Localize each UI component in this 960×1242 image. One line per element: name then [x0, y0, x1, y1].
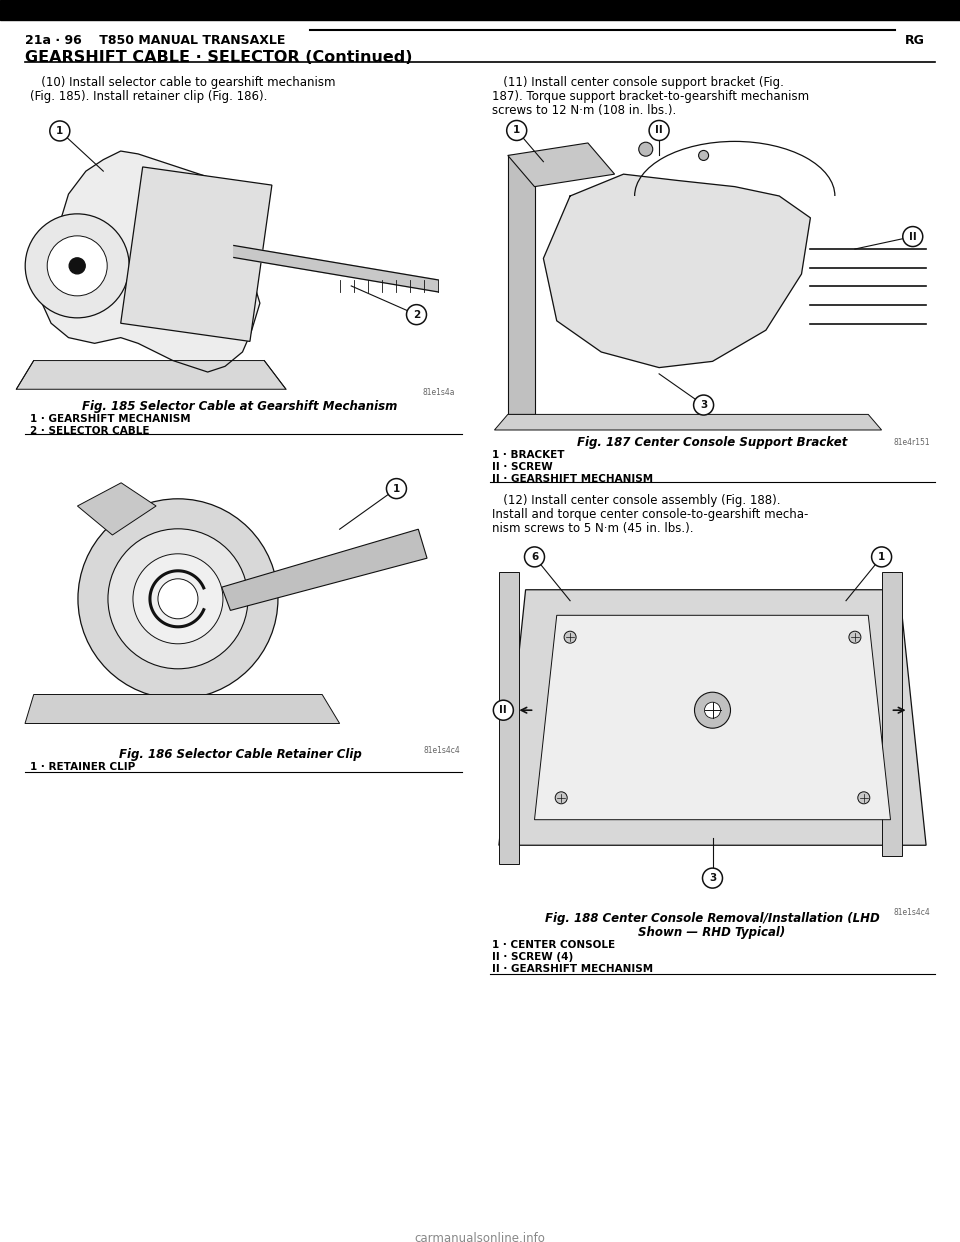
Text: Fig. 185 Selector Cable at Gearshift Mechanism: Fig. 185 Selector Cable at Gearshift Mec…: [83, 400, 397, 414]
Text: screws to 12 N·m (108 in. lbs.).: screws to 12 N·m (108 in. lbs.).: [492, 104, 676, 117]
Polygon shape: [16, 360, 286, 389]
Text: 3: 3: [700, 400, 708, 410]
Bar: [25, 448, 462, 738]
Text: 1: 1: [393, 483, 400, 493]
Text: (Fig. 185). Install retainer clip (Fig. 186).: (Fig. 185). Install retainer clip (Fig. …: [30, 89, 268, 103]
Circle shape: [649, 120, 669, 140]
Text: Fig. 188 Center Console Removal/Installation (LHD: Fig. 188 Center Console Removal/Installa…: [544, 912, 879, 925]
Text: 3: 3: [708, 873, 716, 883]
Circle shape: [493, 700, 514, 720]
Bar: [121, 166, 272, 342]
Polygon shape: [508, 143, 614, 186]
Bar: [490, 118, 935, 430]
Text: Shown — RHD Typical): Shown — RHD Typical): [638, 927, 785, 939]
Bar: [881, 571, 901, 856]
Bar: [490, 535, 935, 900]
Text: II: II: [499, 705, 507, 715]
Circle shape: [564, 631, 576, 643]
Bar: [25, 108, 460, 395]
Text: Fig. 186 Selector Cable Retainer Clip: Fig. 186 Selector Cable Retainer Clip: [119, 748, 361, 761]
Polygon shape: [543, 174, 810, 368]
Text: 2 · SELECTOR CABLE: 2 · SELECTOR CABLE: [30, 426, 150, 436]
Text: 1 · RETAINER CLIP: 1 · RETAINER CLIP: [30, 763, 135, 773]
Circle shape: [705, 702, 721, 718]
Text: II · SCREW (4): II · SCREW (4): [492, 953, 573, 963]
Polygon shape: [222, 529, 427, 610]
Text: II: II: [909, 231, 917, 241]
Text: 1 · GEARSHIFT MECHANISM: 1 · GEARSHIFT MECHANISM: [30, 414, 191, 424]
Text: nism screws to 5 N·m (45 in. lbs.).: nism screws to 5 N·m (45 in. lbs.).: [492, 522, 693, 535]
Circle shape: [703, 868, 723, 888]
Text: (12) Install center console assembly (Fig. 188).: (12) Install center console assembly (Fi…: [492, 494, 780, 507]
Text: 1: 1: [878, 551, 885, 561]
Circle shape: [69, 258, 85, 273]
Circle shape: [78, 499, 278, 699]
Bar: [0, 0, 960, 20]
Circle shape: [849, 631, 861, 643]
Text: 6: 6: [531, 551, 539, 561]
Text: 187). Torque support bracket-to-gearshift mechanism: 187). Torque support bracket-to-gearshif…: [492, 89, 809, 103]
Circle shape: [406, 304, 426, 324]
Circle shape: [858, 792, 870, 804]
Text: II · GEARSHIFT MECHANISM: II · GEARSHIFT MECHANISM: [492, 964, 653, 974]
Circle shape: [524, 546, 544, 566]
Text: 81e1s4c4: 81e1s4c4: [423, 746, 460, 755]
Text: (11) Install center console support bracket (Fig.: (11) Install center console support brac…: [492, 76, 784, 89]
Text: II · SCREW: II · SCREW: [492, 462, 553, 472]
Text: II · GEARSHIFT MECHANISM: II · GEARSHIFT MECHANISM: [492, 474, 653, 484]
Circle shape: [25, 214, 130, 318]
Circle shape: [108, 529, 248, 668]
Text: carmanualsonline.info: carmanualsonline.info: [415, 1232, 545, 1242]
Polygon shape: [78, 483, 156, 535]
Text: 81e1s4a: 81e1s4a: [422, 388, 455, 397]
Text: (10) Install selector cable to gearshift mechanism: (10) Install selector cable to gearshift…: [30, 76, 335, 89]
Text: GEARSHIFT CABLE · SELECTOR (Continued): GEARSHIFT CABLE · SELECTOR (Continued): [25, 50, 413, 65]
Text: 1 · BRACKET: 1 · BRACKET: [492, 450, 564, 460]
Text: 81e4r151: 81e4r151: [894, 438, 930, 447]
Circle shape: [50, 120, 70, 140]
Text: 81e1s4c4: 81e1s4c4: [893, 908, 930, 917]
Circle shape: [47, 236, 108, 296]
Circle shape: [132, 554, 223, 643]
Circle shape: [507, 120, 527, 140]
Text: 1 · CENTER CONSOLE: 1 · CENTER CONSOLE: [492, 940, 615, 950]
Polygon shape: [234, 246, 439, 292]
Circle shape: [872, 546, 892, 566]
Polygon shape: [535, 615, 891, 820]
Bar: [499, 571, 519, 863]
Text: II: II: [656, 125, 663, 135]
Circle shape: [387, 478, 406, 498]
Polygon shape: [499, 590, 926, 846]
Text: 1: 1: [513, 125, 520, 135]
Polygon shape: [38, 152, 260, 373]
Text: 2: 2: [413, 309, 420, 319]
Circle shape: [693, 395, 713, 415]
Text: 1: 1: [57, 125, 63, 135]
Circle shape: [638, 142, 653, 156]
Circle shape: [158, 579, 198, 619]
Text: 21a · 96    T850 MANUAL TRANSAXLE: 21a · 96 T850 MANUAL TRANSAXLE: [25, 34, 285, 47]
Circle shape: [555, 792, 567, 804]
Circle shape: [902, 226, 923, 247]
Text: RG: RG: [905, 34, 924, 47]
Polygon shape: [508, 155, 535, 415]
Polygon shape: [25, 694, 340, 724]
Circle shape: [694, 692, 731, 728]
Text: Fig. 187 Center Console Support Bracket: Fig. 187 Center Console Support Bracket: [577, 436, 847, 450]
Polygon shape: [494, 415, 881, 430]
Text: Install and torque center console-to-gearshift mecha-: Install and torque center console-to-gea…: [492, 508, 808, 520]
Circle shape: [699, 150, 708, 160]
